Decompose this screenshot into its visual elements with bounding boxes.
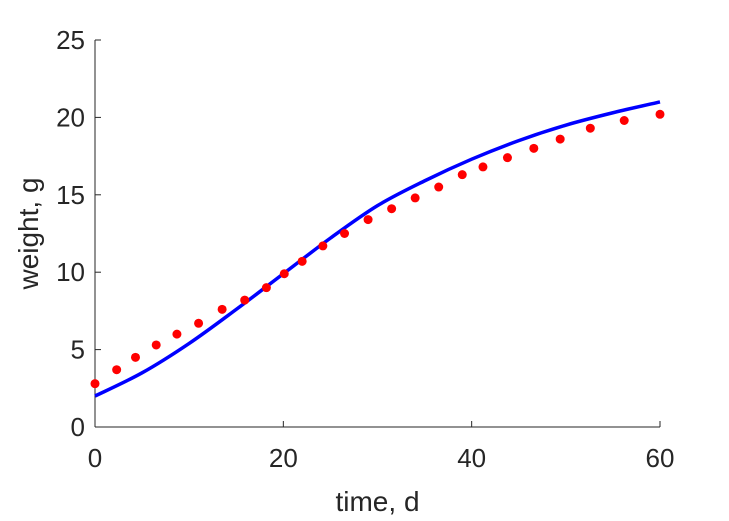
data-point bbox=[529, 143, 539, 153]
y-tick-label: 0 bbox=[71, 412, 85, 442]
data-point bbox=[434, 182, 444, 192]
data-point bbox=[363, 215, 373, 225]
x-tick-label: 40 bbox=[457, 443, 486, 473]
data-point bbox=[502, 153, 512, 163]
y-axis-label: weight, g bbox=[13, 177, 44, 290]
data-point bbox=[240, 295, 250, 305]
data-point bbox=[151, 340, 161, 350]
data-point bbox=[585, 123, 595, 133]
axes bbox=[94, 40, 660, 428]
data-point bbox=[90, 379, 100, 389]
data-point bbox=[619, 115, 629, 125]
y-tick-label: 5 bbox=[71, 335, 85, 365]
data-point bbox=[387, 204, 397, 214]
data-point bbox=[112, 365, 122, 375]
y-tick-label: 20 bbox=[56, 102, 85, 132]
model-curve-line bbox=[94, 100, 661, 398]
x-tick-label: 20 bbox=[269, 443, 298, 473]
x-ticks: 0 20 40 60 bbox=[88, 421, 675, 473]
data-point bbox=[457, 170, 467, 180]
x-tick-label: 60 bbox=[646, 443, 675, 473]
data-point bbox=[297, 256, 307, 266]
data-point bbox=[261, 283, 271, 293]
x-tick-label: 0 bbox=[88, 443, 102, 473]
data-point bbox=[172, 329, 182, 339]
y-tick-label: 25 bbox=[56, 25, 85, 55]
data-point bbox=[194, 318, 204, 328]
data-point bbox=[478, 162, 488, 172]
y-ticks: 0 5 10 15 20 25 bbox=[56, 25, 101, 442]
series-layer bbox=[90, 100, 665, 398]
data-point bbox=[655, 109, 665, 119]
data-point bbox=[217, 304, 227, 314]
data-point bbox=[318, 241, 328, 251]
data-point bbox=[130, 352, 140, 362]
data-point bbox=[340, 229, 350, 238]
data-point bbox=[555, 134, 565, 144]
data-point bbox=[279, 269, 289, 279]
y-tick-label: 10 bbox=[56, 257, 85, 287]
x-axis-label: time, d bbox=[335, 486, 419, 517]
data-point bbox=[410, 193, 420, 203]
y-tick-label: 15 bbox=[56, 180, 85, 210]
